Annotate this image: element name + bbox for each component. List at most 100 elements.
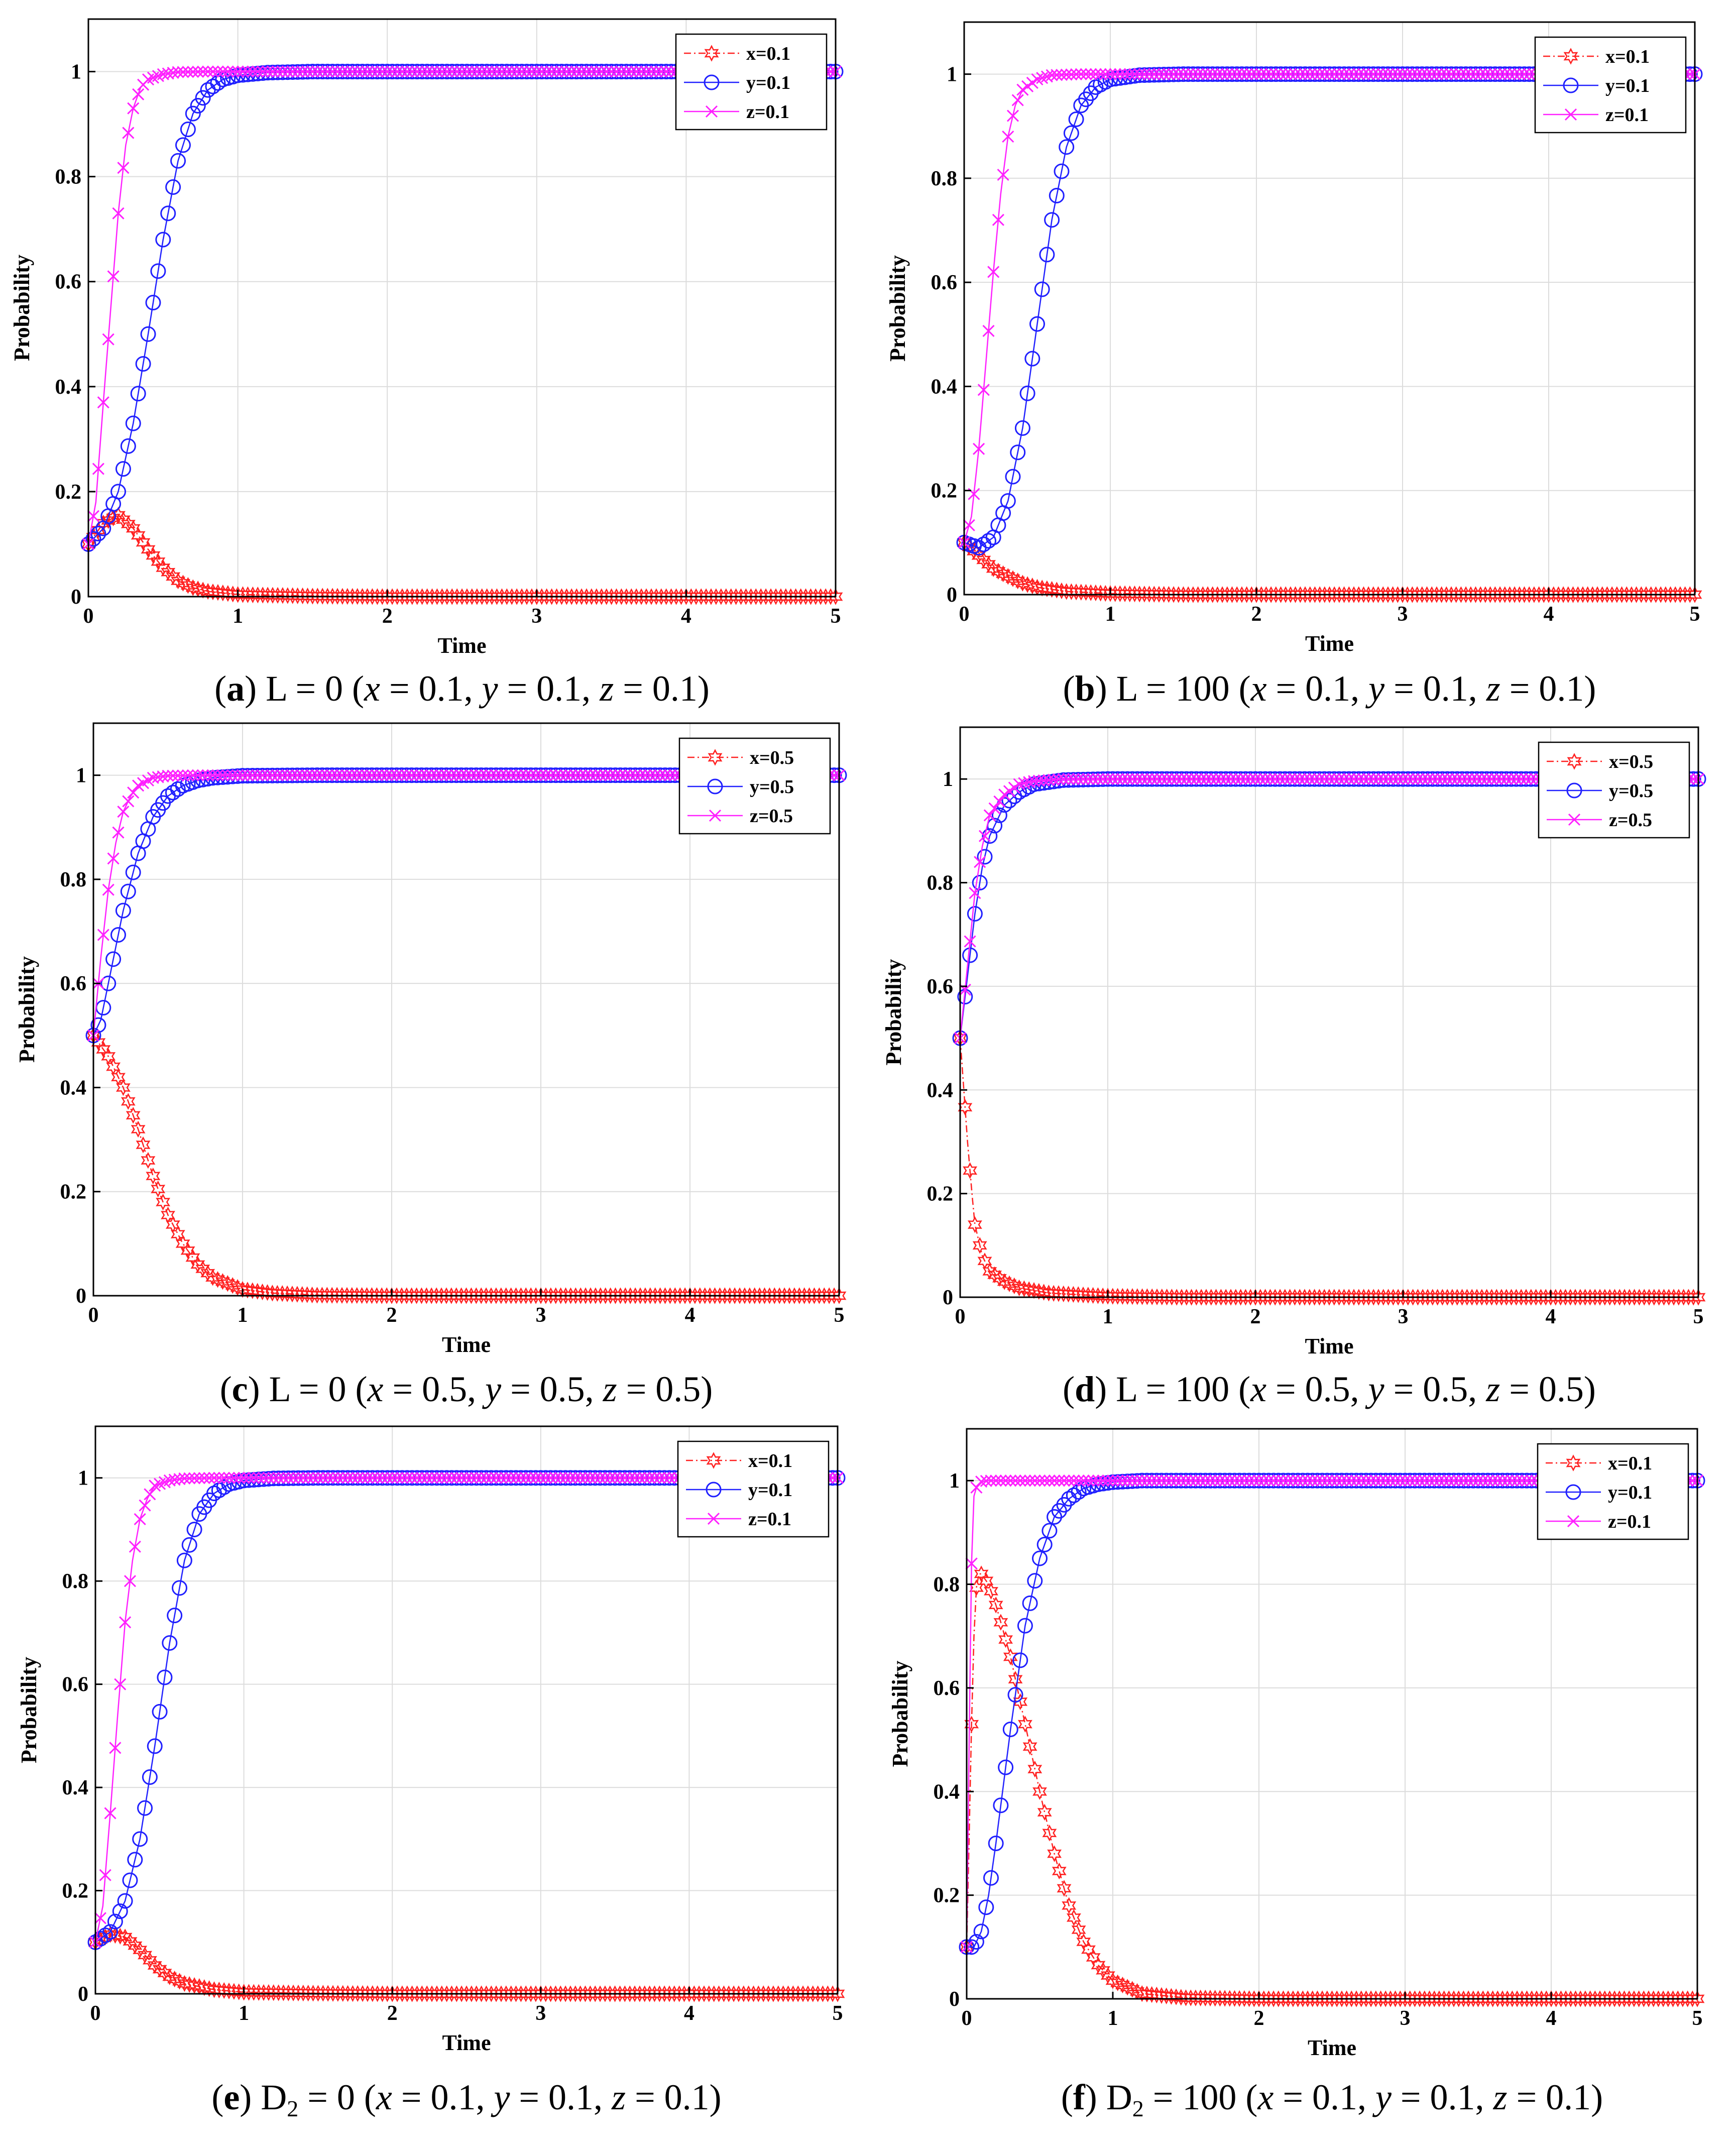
data-point-z: [172, 769, 184, 782]
data-point-z: [624, 769, 637, 781]
caption-part: x: [367, 1369, 384, 1409]
caption-part: = 0.5): [617, 1369, 713, 1409]
data-point-z: [430, 769, 443, 781]
data-point-z: [614, 1471, 626, 1484]
data-point-z: [381, 65, 394, 78]
data-point-z: [1180, 1475, 1192, 1487]
y-tick-label: 0.2: [934, 1884, 960, 1907]
data-point-z: [1146, 773, 1159, 785]
data-point-z: [975, 1476, 988, 1488]
caption-part: = 0.1,: [1392, 2077, 1493, 2117]
data-point-z: [405, 769, 418, 781]
axes-frame: [92, 722, 840, 1297]
data-point-z: [619, 1471, 631, 1484]
data-point-z: [182, 66, 194, 78]
data-point-z: [1087, 773, 1099, 785]
data-point-z: [1406, 68, 1419, 80]
data-point-z: [168, 1474, 181, 1486]
data-point-z: [356, 769, 368, 781]
data-point-z: [1367, 773, 1380, 785]
data-point-z: [257, 1471, 270, 1484]
data-point-z: [977, 384, 990, 396]
y-axis-label: Probability: [885, 255, 910, 362]
data-point-z: [1440, 68, 1453, 80]
data-point-z: [297, 1471, 309, 1484]
data-point-x: [91, 1034, 106, 1051]
data-point-z: [1190, 773, 1203, 785]
data-point-z: [980, 1475, 992, 1487]
data-point-z: [1445, 68, 1458, 80]
x-tick-label: 4: [684, 2002, 695, 2025]
data-point-z: [361, 65, 374, 78]
data-point-z: [351, 769, 363, 781]
data-point-z: [1019, 1475, 1031, 1487]
data-point-y: [155, 232, 171, 248]
data-point-z: [197, 65, 209, 78]
data-point-z: [654, 769, 666, 781]
data-point-z: [525, 1471, 537, 1484]
data-point-z: [1141, 773, 1153, 785]
data-point-z: [628, 1471, 641, 1484]
data-point-z: [1133, 68, 1146, 80]
data-point-z: [1255, 68, 1267, 80]
data-point-z: [322, 1471, 334, 1484]
data-point-z: [569, 1471, 582, 1484]
data-point-z: [1338, 773, 1350, 785]
legend-marker-y: [707, 778, 723, 795]
data-point-z: [1372, 68, 1384, 80]
data-point-z: [1377, 68, 1390, 80]
data-point-y: [1002, 1721, 1018, 1737]
data-point-z: [1075, 68, 1087, 80]
data-point-z: [1101, 773, 1114, 785]
data-point-z: [1214, 1475, 1226, 1487]
data-point-z: [1275, 68, 1287, 80]
data-point-z: [600, 65, 613, 78]
data-point-z: [1028, 1475, 1041, 1487]
data-point-z: [381, 1471, 394, 1484]
data-point-z: [624, 1471, 636, 1484]
data-point-z: [277, 1471, 290, 1484]
data-point-z: [1126, 1475, 1138, 1487]
x-tick-label: 5: [831, 605, 841, 628]
data-point-z: [1297, 1475, 1309, 1487]
data-point-z: [172, 66, 184, 78]
data-point-z: [221, 65, 234, 78]
y-tick-label: 1: [943, 768, 953, 791]
data-point-z: [1357, 773, 1370, 785]
data-point-x: [1008, 1670, 1023, 1688]
x-axis-label: Time: [442, 2030, 491, 2055]
data-point-z: [505, 769, 517, 781]
data-point-z: [1309, 68, 1321, 80]
data-point-z: [326, 65, 339, 78]
data-point-z: [1343, 773, 1355, 785]
legend-label-y: y=0.1: [1608, 1482, 1652, 1503]
legend-marker-z: [1567, 1515, 1580, 1528]
data-point-z: [107, 852, 120, 865]
data-point-z: [441, 65, 453, 78]
caption-part: z: [611, 2077, 626, 2117]
data-point-z: [317, 1471, 329, 1484]
y-tick-label: 1: [949, 1469, 960, 1493]
data-point-z: [1433, 1475, 1445, 1487]
data-point-z: [973, 442, 985, 455]
data-point-z: [1306, 1475, 1319, 1487]
data-point-z: [987, 266, 1000, 278]
data-point-z: [1201, 68, 1214, 80]
data-point-z: [1311, 1475, 1324, 1487]
caption-part: f: [1073, 2077, 1086, 2117]
data-point-z: [645, 65, 658, 78]
y-tick-label: 0.4: [62, 1776, 89, 1799]
caption-part: ): [248, 1369, 269, 1409]
data-point-z: [341, 65, 354, 78]
data-point-z: [311, 769, 323, 781]
data-point-y: [1041, 1523, 1058, 1539]
data-point-z: [1374, 1475, 1387, 1487]
data-point-y: [1034, 281, 1050, 297]
data-point-y: [981, 533, 996, 549]
y-axis-label: Probability: [10, 255, 34, 361]
data-point-z: [470, 1471, 483, 1484]
data-point-x: [121, 1093, 136, 1110]
caption-part: y: [1372, 2077, 1392, 2117]
data-point-z: [1333, 68, 1345, 80]
caption-part: 2: [1132, 2096, 1144, 2121]
